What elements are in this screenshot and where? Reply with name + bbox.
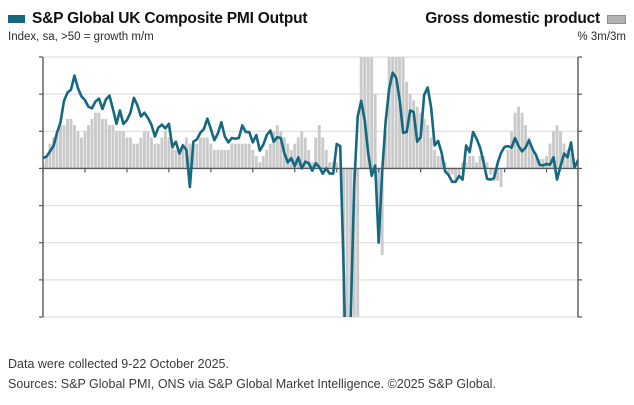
collection-note: Data were collected 9-22 October 2025. [8, 357, 229, 371]
left-axis-subtitle: Index, sa, >50 = growth m/m [8, 31, 154, 43]
chart-legend: S&P Global UK Composite PMI Output Gross… [8, 8, 626, 30]
chart-footer: Data were collected 9-22 October 2025. S… [8, 354, 626, 395]
legend-gdp: Gross domestic product [425, 10, 626, 28]
pmi-gdp-chart [39, 56, 582, 318]
axis-subtitles: Index, sa, >50 = growth m/m % 3m/3m [8, 31, 626, 47]
legend-pmi: S&P Global UK Composite PMI Output [8, 10, 308, 28]
pmi-line-swatch-icon [8, 15, 25, 23]
right-axis-subtitle: % 3m/3m [577, 31, 626, 43]
sources-note: Sources: S&P Global PMI, ONS via S&P Glo… [8, 377, 496, 392]
gdp-series-title: Gross domestic product [425, 10, 600, 27]
pmi-series-title: S&P Global UK Composite PMI Output [32, 10, 308, 27]
gdp-bar-swatch-icon [607, 14, 626, 24]
